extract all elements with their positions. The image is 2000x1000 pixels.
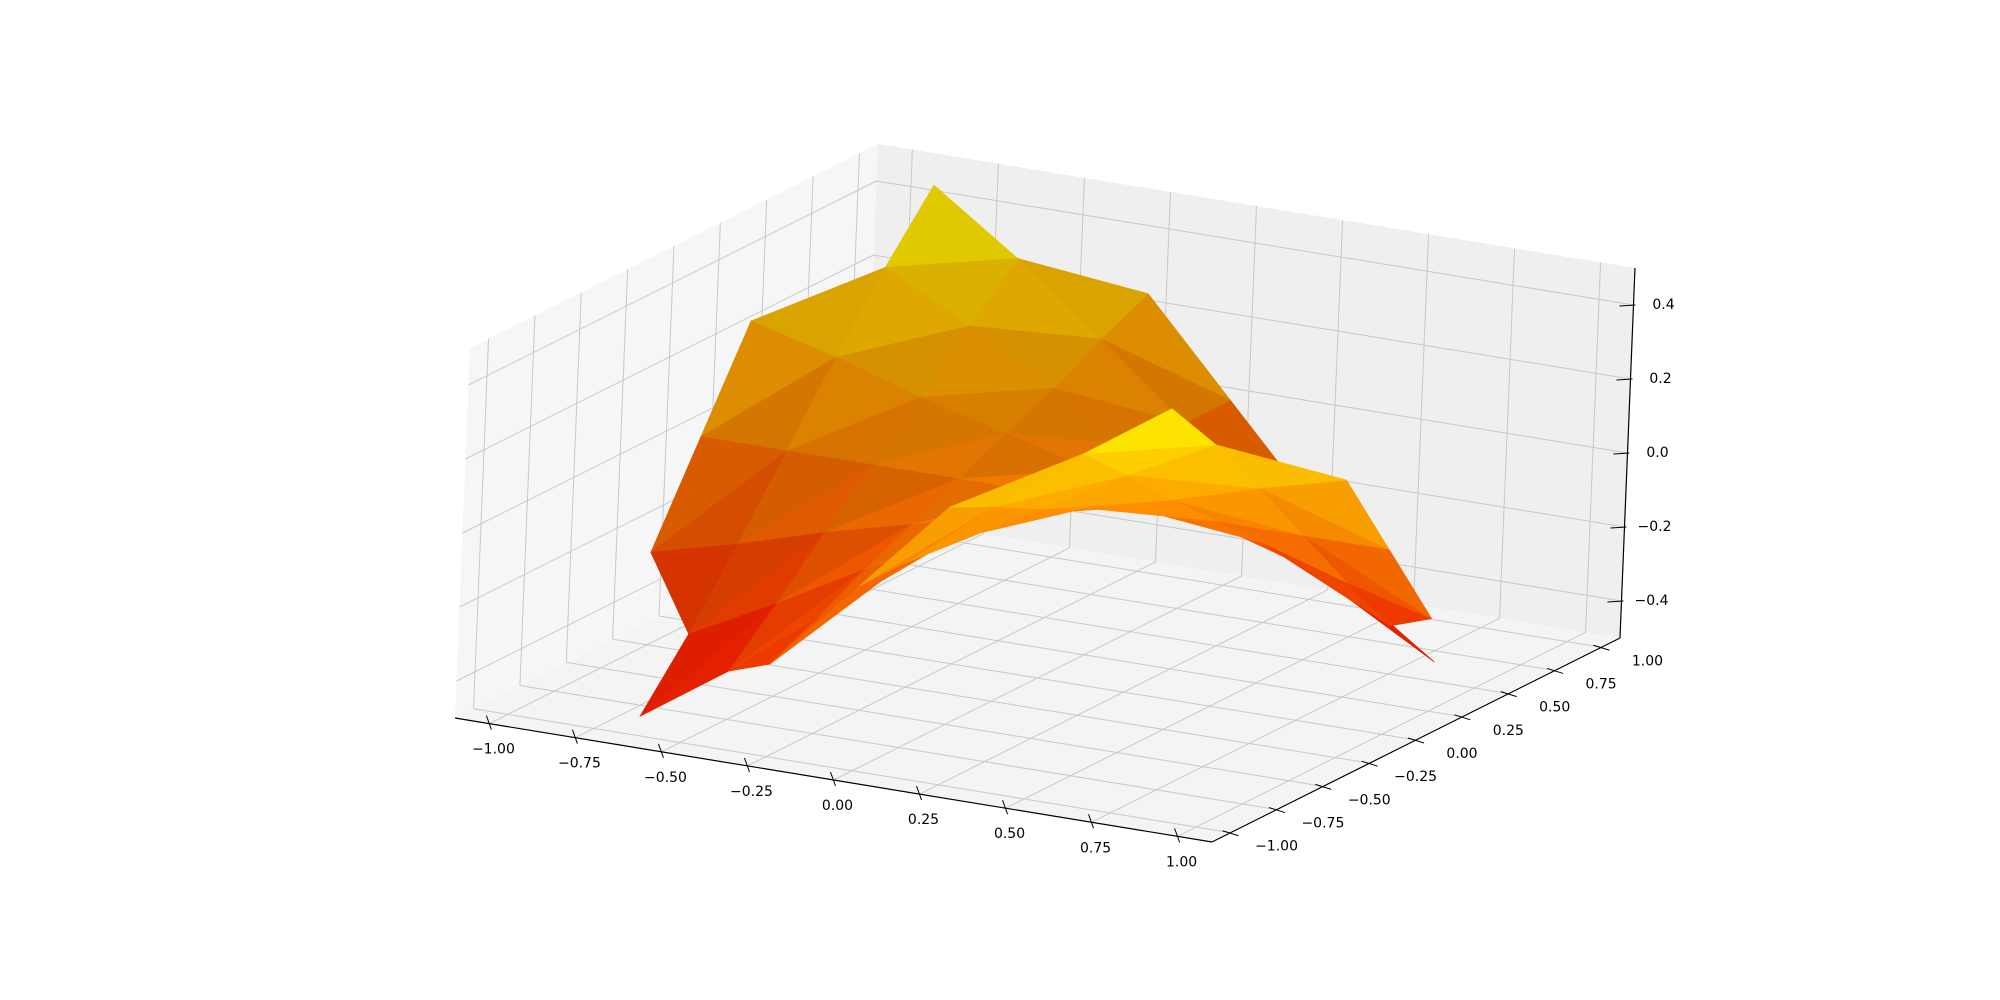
- tick-mark: [1616, 378, 1633, 381]
- tick-mark: [1002, 800, 1009, 815]
- z-tick-label: 0.2: [1649, 371, 1671, 387]
- axes: −1.00−0.75−0.50−0.250.000.250.500.751.00…: [454, 267, 1675, 870]
- grid-line: [473, 708, 1231, 834]
- tick-mark: [485, 715, 492, 730]
- grid-line: [468, 180, 877, 386]
- z-axis-line: [1619, 267, 1636, 639]
- y-tick-label: 0.00: [1446, 746, 1477, 762]
- surface-facet: [1083, 408, 1217, 455]
- y-tick-label: −1.00: [1255, 839, 1298, 855]
- x-tick-label: −0.25: [730, 784, 773, 800]
- y-tick-label: 1.00: [1632, 653, 1663, 669]
- grid-line: [844, 522, 1602, 648]
- x-tick-label: −0.75: [558, 756, 601, 772]
- y-tick-label: −0.50: [1348, 792, 1391, 808]
- y-axis-line: [1211, 637, 1621, 843]
- surface-facet: [1215, 444, 1347, 489]
- x-axis-line: [454, 717, 1213, 843]
- tick-mark: [1607, 600, 1624, 603]
- y-tick-label: 0.75: [1586, 676, 1617, 692]
- x-tick-label: 0.50: [994, 826, 1025, 842]
- x-tick-label: 1.00: [1166, 854, 1197, 870]
- x-tick-label: −0.50: [644, 770, 687, 786]
- x-tick-label: −1.00: [472, 742, 515, 758]
- z-tick-label: −0.4: [1635, 593, 1669, 609]
- grid-line: [751, 569, 1509, 695]
- x-tick-label: 0.75: [1080, 840, 1111, 856]
- y-tick-label: −0.75: [1301, 816, 1344, 832]
- tick-mark: [916, 785, 922, 801]
- tick-mark: [1619, 304, 1636, 307]
- x-tick-label: 0.00: [822, 798, 853, 814]
- z-tick-label: 0.0: [1646, 445, 1668, 461]
- z-tick-label: 0.4: [1652, 297, 1674, 313]
- surface-facet: [949, 453, 1084, 508]
- y-tick-label: 0.25: [1493, 723, 1524, 739]
- tick-mark: [571, 729, 578, 744]
- surface: [639, 184, 1435, 717]
- tick-mark: [830, 771, 836, 787]
- tick-mark: [1088, 814, 1095, 829]
- tick-mark: [1613, 452, 1630, 455]
- z-tick-label: −0.2: [1638, 519, 1672, 535]
- tick-mark: [744, 757, 750, 773]
- grid-line: [465, 254, 874, 460]
- tick-mark: [1610, 526, 1627, 529]
- tick-mark: [1174, 828, 1181, 843]
- grid-line: [798, 545, 1556, 671]
- y-tick-label: 0.50: [1539, 700, 1570, 716]
- grid-line: [876, 180, 1634, 306]
- x-tick-label: 0.25: [908, 812, 939, 828]
- y-tick-label: −0.25: [1394, 769, 1437, 785]
- tick-mark: [657, 743, 664, 758]
